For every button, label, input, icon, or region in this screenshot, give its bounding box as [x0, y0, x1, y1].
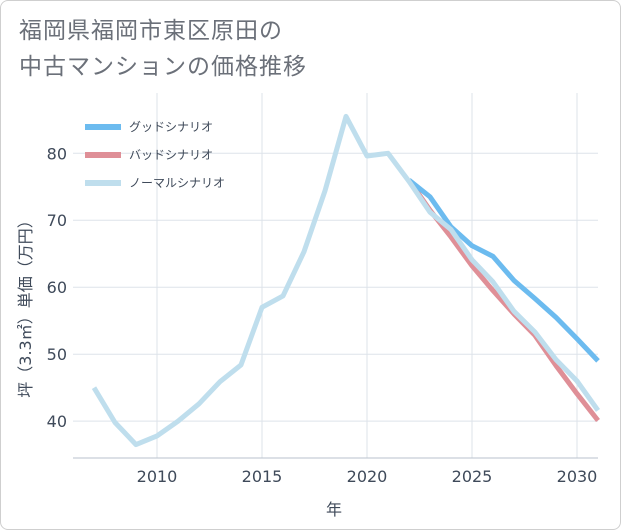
x-axis-label: 年 [326, 500, 342, 519]
y-tick-label: 80 [47, 144, 67, 163]
x-tick-label: 2030 [557, 467, 598, 486]
x-tick-label: 2020 [347, 467, 388, 486]
y-tick-label: 60 [47, 278, 67, 297]
legend-label-2: バッドシナリオ [129, 148, 213, 162]
chart-title: 福岡県福岡市東区原田の 中古マンションの価格推移 [19, 13, 579, 85]
y-tick-label: 50 [47, 345, 67, 364]
x-tick-label: 2025 [452, 467, 493, 486]
axes: 2010 2015 2020 2025 2030 40 50 60 70 80 [47, 144, 598, 486]
legend-label-1: グッドシナリオ [129, 120, 213, 134]
chart-title-line-1: 福岡県福岡市東区原田の [19, 18, 283, 44]
series-line-1 [407, 178, 600, 363]
chart-title-line-2: 中古マンションの価格推移 [19, 54, 307, 80]
legend-label-3: ノーマルシナリオ [129, 176, 225, 190]
y-tick-label: 40 [47, 412, 67, 431]
x-tick-label: 2015 [242, 467, 283, 486]
y-axis-label: 坪（3.3㎡）単価（万円） [16, 212, 35, 397]
y-tick-label: 70 [47, 211, 67, 230]
x-tick-label: 2010 [137, 467, 178, 486]
series-line-3 [91, 113, 601, 448]
series-lines [91, 113, 601, 448]
grid-lines [73, 93, 598, 458]
